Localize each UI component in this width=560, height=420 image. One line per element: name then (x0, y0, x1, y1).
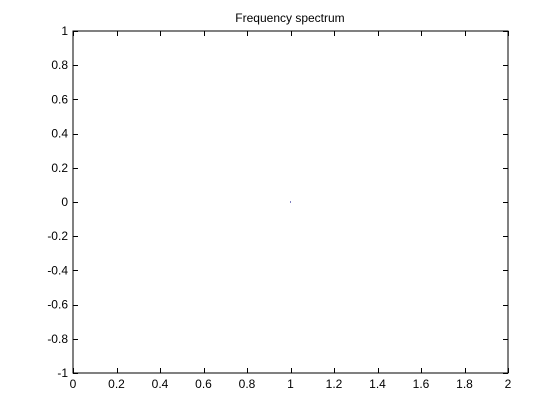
data-marks-layer (290, 201, 291, 203)
y-tick-label: 0 (61, 195, 68, 209)
y-tick-label: 0.4 (51, 127, 68, 141)
chart-title: Frequency spectrum (235, 11, 344, 25)
data-point (290, 201, 291, 203)
y-tick-label: -0.4 (47, 263, 68, 277)
x-tick-label: 1.4 (369, 377, 386, 391)
x-tick-label: 1 (287, 377, 294, 391)
y-tick-label: 0.6 (51, 92, 68, 106)
x-tick-label: 0.8 (239, 377, 256, 391)
y-tick-label: -0.2 (47, 229, 68, 243)
y-tick-label: 0.8 (51, 58, 68, 72)
x-tick-label: 0.4 (152, 377, 169, 391)
x-tick-label: 0.2 (108, 377, 125, 391)
x-tick-label: 0.6 (195, 377, 212, 391)
x-tick-label: 1.6 (413, 377, 430, 391)
ticks-layer (73, 31, 509, 374)
y-tick-label: -1 (57, 366, 68, 380)
y-tick-label: -0.8 (47, 332, 68, 346)
x-tick-label: 1.2 (326, 377, 343, 391)
tick-labels-layer: 0 0.2 0.4 0.6 0.8 1 1.2 1.4 1.6 1.8 2 -1 -0.8 -0.6 -0.… (47, 24, 511, 391)
x-tick-label: 0 (70, 377, 77, 391)
x-tick-label: 2 (505, 377, 512, 391)
y-tick-label: 0.2 (51, 161, 68, 175)
y-tick-label: 1 (61, 24, 68, 38)
y-tick-label: -0.6 (47, 298, 68, 312)
x-tick-label: 1.8 (456, 377, 473, 391)
